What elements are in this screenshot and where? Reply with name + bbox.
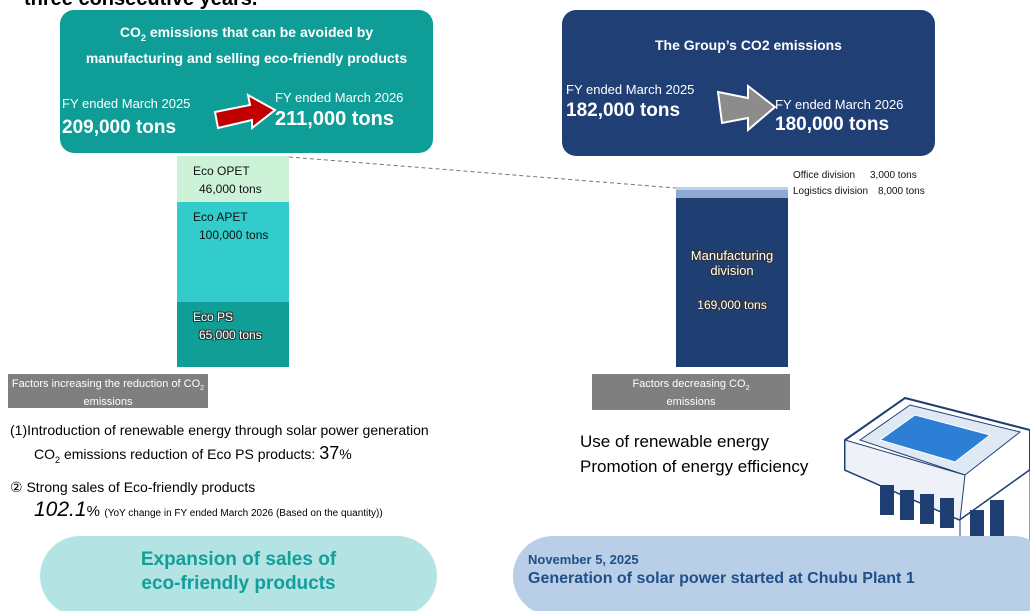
- text: %: [86, 503, 100, 520]
- period: FY ended March 2026: [775, 97, 904, 112]
- segment-name: Eco PS: [193, 310, 234, 324]
- bar-segment: [177, 156, 289, 202]
- period: FY ended March 2026: [275, 90, 404, 105]
- bar-segment: [676, 187, 788, 190]
- amount: 180,000 tons: [775, 114, 890, 135]
- text: emissions: [666, 396, 716, 409]
- connector: [288, 156, 677, 189]
- building-icon: [844, 396, 1030, 556]
- segment-name: Office division: [793, 170, 856, 181]
- bar-segment: [177, 202, 289, 302]
- amount: 209,000 tons: [62, 117, 177, 138]
- text: Factors increasing the reduction of CO: [11, 378, 201, 390]
- box-title: CO2 emissions that can be avoided by man…: [80, 22, 413, 68]
- text: 2: [745, 384, 750, 393]
- text: (YoY change in FY ended March 2026 (Base…: [104, 508, 383, 519]
- segment-name: Eco APET: [193, 210, 248, 224]
- measure: Promotion of energy efficiency: [580, 457, 809, 476]
- text: CO: [119, 24, 141, 40]
- avoided-box: CO2 emissions that can be avoided by man…: [60, 10, 433, 153]
- text: emissions that can be avoided by manufac…: [85, 24, 408, 66]
- factor-detail: 102.1% (YoY change in FY ended March 202…: [34, 498, 383, 522]
- factor-title: (1)Introduction of renewable energy thro…: [10, 422, 429, 438]
- period: FY ended March 2025: [566, 82, 695, 97]
- heading: three consecutive years.: [24, 0, 257, 11]
- banner: Expansion of sales of eco-friendly produ…: [40, 536, 437, 611]
- text: Factors decreasing CO: [632, 378, 746, 390]
- bar-segment: [676, 190, 788, 198]
- text: emissions reduction of Eco PS products:: [60, 446, 320, 462]
- banner: November 5, 2025 Generation of solar pow…: [513, 536, 1030, 611]
- factor-detail: CO2 emissions reduction of Eco PS produc…: [34, 443, 352, 465]
- segment-value: 8,000 tons: [878, 186, 925, 197]
- factor-title: ② Strong sales of Eco-friendly products: [10, 479, 256, 495]
- group-box: The Group’s CO2 emissions FY ended March…: [562, 10, 935, 156]
- text: emissions: [83, 396, 133, 409]
- segment-name: Manufacturing division: [690, 248, 774, 278]
- text: 2: [55, 454, 61, 465]
- text: 2: [140, 32, 146, 43]
- text: 2: [200, 384, 205, 393]
- segment-value: 100,000 tons: [199, 228, 269, 242]
- text: eco-friendly products: [141, 573, 336, 594]
- text: November 5, 2025: [528, 552, 639, 567]
- text: 102.1: [34, 498, 87, 521]
- bar-segment: [676, 198, 788, 367]
- increase-arrow: [213, 93, 277, 131]
- caption: Factors decreasing CO2 emissions: [592, 374, 790, 410]
- bar-segment: [177, 302, 289, 367]
- segment-value: 46,000 tons: [199, 182, 262, 196]
- segment-value: 65,000 tons: [199, 328, 262, 342]
- period: FY ended March 2025: [62, 96, 191, 111]
- segment-value: 169,000 tons: [697, 298, 767, 312]
- text: Generation of solar power started at Chu…: [528, 570, 915, 587]
- caption: Factors increasing the reduction of CO2 …: [8, 374, 208, 408]
- decrease-arrow: [716, 83, 777, 133]
- amount: 211,000 tons: [275, 108, 394, 130]
- box-title: The Group’s CO2 emissions: [655, 37, 842, 53]
- segment-value: 3,000 tons: [870, 170, 917, 181]
- measure: Use of renewable energy: [580, 432, 770, 451]
- text: Expansion of sales of: [140, 549, 337, 570]
- text: 37: [319, 443, 340, 463]
- segment-name: Eco OPET: [193, 164, 250, 178]
- text: CO: [34, 446, 55, 462]
- segment-name: Logistics division: [793, 186, 869, 197]
- text: %: [339, 446, 352, 462]
- amount: 182,000 tons: [566, 100, 681, 121]
